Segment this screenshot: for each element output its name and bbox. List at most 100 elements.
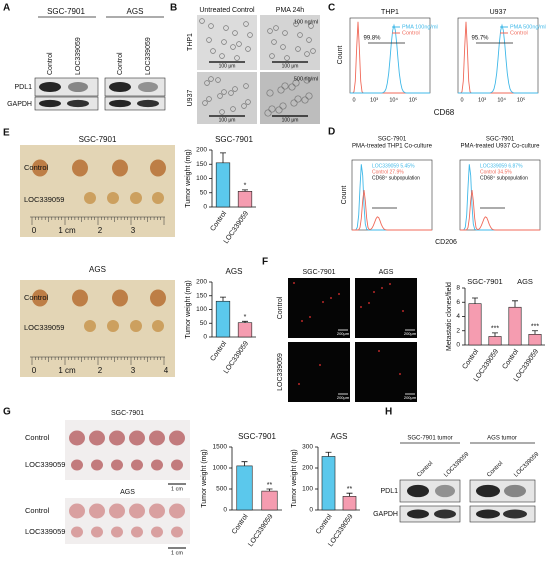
column-label: SGC-7901	[302, 269, 335, 276]
ruler-label: 3	[131, 366, 136, 375]
error-bar	[492, 332, 498, 337]
axis-label: Count	[341, 186, 348, 205]
significance: *	[244, 314, 247, 321]
error-bar	[325, 451, 332, 457]
group-label: SGC-7901	[467, 277, 502, 286]
blot-band	[476, 484, 500, 498]
cell	[310, 48, 316, 54]
histogram-curve	[460, 190, 540, 231]
axis-tick-label: 10³	[478, 97, 486, 103]
cell-line: SGC-7901	[47, 7, 85, 16]
scale-bar-label: 200μm	[404, 395, 417, 400]
micrograph	[197, 15, 257, 70]
error-bar	[242, 320, 248, 323]
ruler-label: 3	[131, 226, 136, 235]
y-tick-label: 0	[456, 342, 460, 349]
row-label: U937	[187, 90, 194, 107]
cell	[297, 32, 303, 38]
cell	[267, 28, 273, 34]
blot-band	[67, 99, 89, 108]
row-label: LOC339059	[24, 323, 64, 332]
tumor	[169, 430, 185, 446]
ruler-label: 1 cm	[58, 366, 76, 375]
significance: ***	[491, 326, 499, 333]
bar	[261, 490, 278, 511]
cell	[217, 93, 223, 99]
tumor	[109, 503, 125, 519]
x-tick-label: LOC339059	[247, 513, 274, 548]
error-bar	[512, 300, 518, 308]
dose-label: 500 ng/ml	[294, 76, 318, 82]
tumor	[107, 320, 119, 332]
panel-letter: G	[3, 407, 11, 418]
ruler-label: 1 cm	[58, 226, 76, 235]
blot-band	[137, 99, 159, 108]
tumor	[107, 192, 119, 204]
ruler-label: 4	[164, 366, 169, 375]
error-bar	[346, 492, 353, 497]
row-label: PDL1	[14, 84, 32, 91]
panel-letter: F	[262, 257, 268, 268]
cell	[223, 25, 229, 31]
cell	[264, 109, 272, 117]
axis-tick-label: 10⁵	[517, 96, 525, 103]
cell	[279, 102, 287, 110]
tumor	[171, 526, 183, 538]
y-tick-label: 0	[223, 507, 227, 514]
x-tick-label: Control	[209, 340, 228, 363]
cell	[204, 80, 210, 86]
lane-label: Control	[416, 461, 434, 479]
axis-tick-label: 0	[352, 97, 355, 103]
clone	[338, 293, 340, 295]
error-bar	[242, 189, 248, 192]
x-tick-label: Control	[501, 348, 520, 371]
tumor	[169, 503, 185, 519]
legend-entry: PMA 100ng/ml	[402, 24, 438, 30]
blot-band	[435, 484, 455, 498]
bar	[528, 334, 542, 346]
lane-label: Control	[486, 461, 504, 479]
plot-title: PMA-treated U937 Co-culture	[460, 144, 540, 150]
tumor	[69, 430, 85, 446]
cell	[206, 96, 212, 102]
legend-entry: LOC339059 5.45%	[372, 163, 415, 169]
cell	[230, 106, 236, 112]
row-label: PDL1	[380, 488, 398, 495]
tumor	[152, 320, 164, 332]
scale-bar-label: 100 μm	[219, 63, 236, 69]
y-axis-label: Tumor weight (mg)	[185, 280, 192, 338]
cell	[199, 18, 205, 24]
y-axis-label: Tumor weight (mg)	[201, 449, 208, 507]
y-tick-label: 50	[200, 189, 208, 196]
clone	[399, 373, 401, 375]
legend-entry: Control	[510, 30, 528, 36]
tumor	[112, 159, 128, 177]
cell	[275, 106, 283, 114]
x-tick-label: Control	[315, 513, 334, 536]
error-bar	[220, 152, 226, 163]
cell	[280, 44, 286, 50]
legend-entry: Control 34.5%	[480, 169, 512, 175]
legend-entry: Control 27.9%	[372, 169, 404, 175]
y-tick-label: 300	[302, 444, 313, 451]
bar	[508, 306, 522, 346]
blot-band	[138, 81, 158, 93]
y-tick-label: 4	[456, 313, 460, 320]
group-label: SGC-7901 tumor	[407, 436, 452, 442]
scale-bar-label: 200μm	[337, 331, 350, 336]
bar	[237, 322, 253, 338]
bar	[215, 162, 231, 208]
micrograph	[288, 278, 350, 338]
blot-band	[39, 99, 61, 108]
group-label: AGS tumor	[487, 436, 517, 442]
cell	[293, 21, 299, 27]
y-tick-label: 150	[196, 292, 207, 299]
cell	[230, 44, 236, 50]
row-label: THP1	[187, 33, 194, 51]
ruler-label: 2	[98, 226, 103, 235]
panel-letter: C	[328, 3, 335, 14]
micrograph	[355, 342, 417, 402]
scale-bar-label: 1 cm	[171, 486, 183, 492]
tumor	[72, 289, 88, 307]
tumor	[150, 289, 166, 307]
